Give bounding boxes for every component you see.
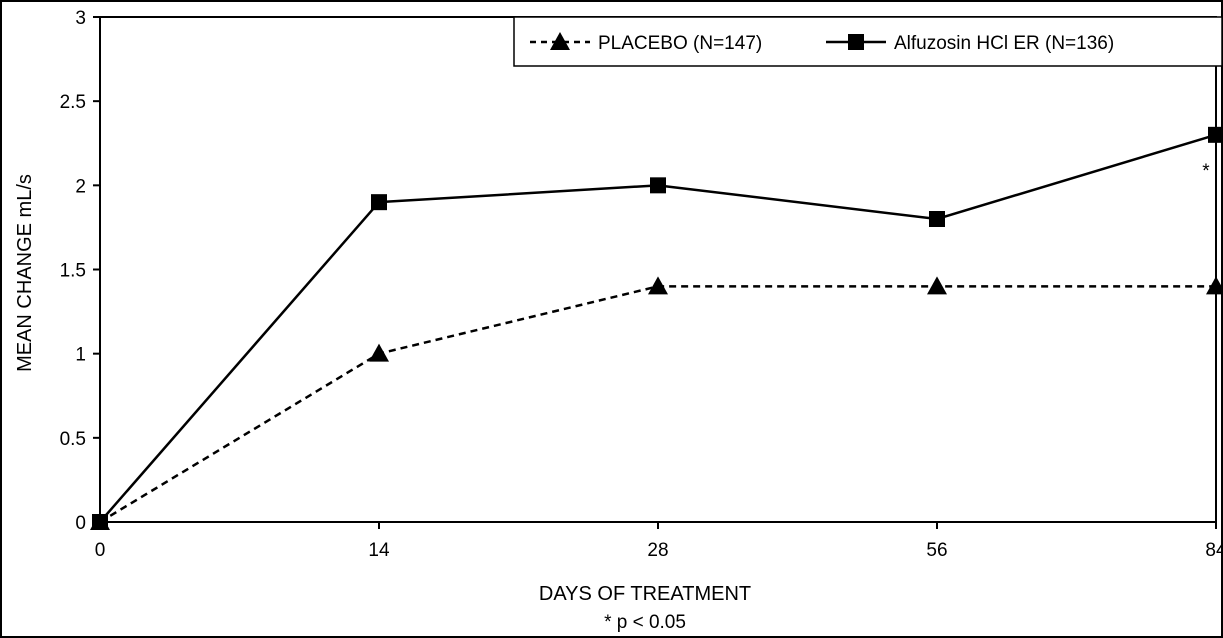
x-tick-label: 56 (926, 540, 947, 561)
significance-asterisk: * (1202, 161, 1210, 182)
y-tick-label: 0 (75, 513, 86, 534)
y-tick-label: 0.5 (60, 429, 86, 450)
y-tick-label: 2.5 (60, 92, 86, 113)
legend-square-marker (848, 34, 864, 50)
legend-entry-alfuzosin: Alfuzosin HCl ER (N=136) (826, 33, 1114, 54)
legend-triangle-marker (550, 32, 570, 50)
x-tick-label: 14 (368, 540, 390, 561)
data-point-square (92, 514, 108, 530)
x-tick-label: 0 (95, 540, 106, 561)
legend-entry-placebo: PLACEBO (N=147) (530, 32, 762, 54)
footnote: * p < 0.05 (604, 612, 686, 633)
data-point-triangle (369, 343, 389, 362)
annotation-layer: * (1202, 161, 1210, 182)
data-point-triangle (648, 276, 668, 295)
series-line-0 (99, 285, 1216, 524)
data-point-triangle (1206, 276, 1223, 295)
y-axis-label: MEAN CHANGE mL/s (14, 174, 36, 372)
data-point-triangle (927, 276, 947, 295)
data-point-square (371, 194, 387, 211)
series-layer (90, 126, 1223, 530)
y-tick-label: 1 (75, 345, 86, 366)
data-point-square (650, 177, 666, 194)
legend: PLACEBO (N=147) Alfuzosin HCl ER (N=136) (513, 16, 1223, 67)
x-tick-label: 84 (1205, 540, 1223, 561)
data-point-square (1208, 126, 1223, 143)
plot-area (99, 16, 1217, 523)
data-point-square (929, 211, 945, 227)
x-tick-label: 28 (647, 540, 668, 561)
y-tick-label: 1.5 (60, 261, 86, 282)
x-axis-ticks: 0 14 28 56 84 (95, 522, 1223, 561)
y-tick-label: 2 (75, 176, 86, 197)
legend-label-alfuzosin: Alfuzosin HCl ER (N=136) (894, 33, 1114, 54)
y-axis-ticks: 0 0.5 1 1.5 2 2.5 3 (60, 8, 100, 534)
x-axis-label: DAYS OF TREATMENT (539, 583, 751, 605)
y-tick-label: 3 (75, 8, 86, 29)
legend-label-placebo: PLACEBO (N=147) (598, 33, 762, 54)
